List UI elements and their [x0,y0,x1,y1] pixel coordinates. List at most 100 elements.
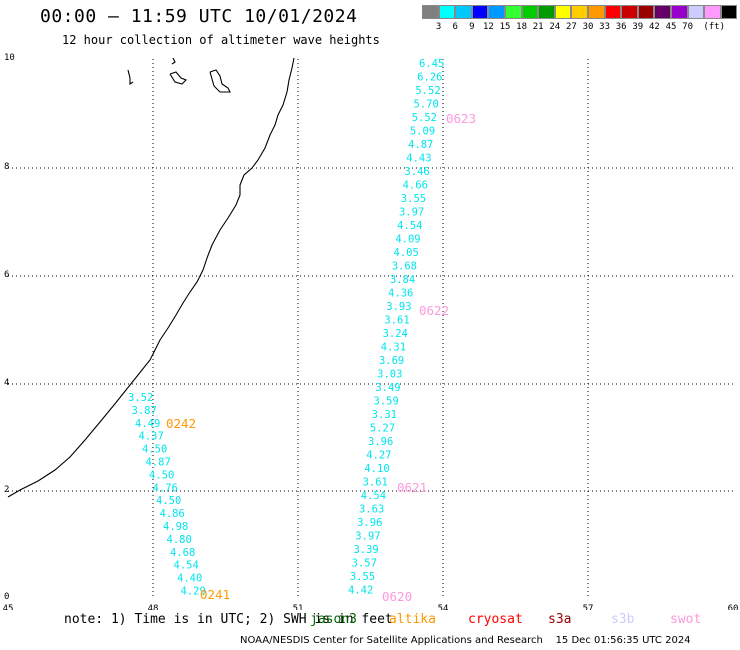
satellite-legend-item: swot [670,612,702,627]
swh-label: 5.70 [414,99,439,111]
swh-label: 3.57 [352,558,377,570]
lat-label: 6 [4,270,9,280]
swh-label: 6.45 [419,58,444,70]
swh-label: 3.55 [350,571,375,583]
swh-label: 3.93 [386,301,411,313]
pass-label: 0622 [419,303,449,318]
swh-label: 5.09 [410,126,435,138]
wave-height-colorbar [422,5,738,19]
lon-label: 54 [438,604,449,610]
colorbar-label: 9 [469,22,475,32]
colorbar-swatch [554,5,572,19]
swh-label: 3.97 [355,531,380,543]
swh-label: 4.86 [160,508,185,520]
swh-label: 3.39 [353,544,378,556]
colorbar-swatch [488,5,505,19]
pass-label: 0242 [166,416,196,431]
swh-label: 4.37 [139,431,164,443]
swh-label: 4.27 [366,450,391,462]
colorbar-swatch [455,5,472,19]
colorbar-label: 24 [549,22,561,32]
swh-label: 3.03 [377,369,402,381]
colorbar-label: 6 [452,22,458,32]
lat-label: 4 [4,378,9,388]
swh-label: 3.24 [383,328,408,340]
chart-subtitle: 12 hour collection of altimeter wave hei… [62,33,380,47]
swh-label: 3.46 [404,166,429,178]
swh-label: 4.09 [395,234,420,246]
colorbar-label: 18 [516,22,528,32]
swh-label: 4.50 [149,469,174,481]
colorbar-label: 45 [665,22,677,32]
colorbar-swatch [604,5,622,19]
lon-label: 45 [3,604,14,610]
swh-label: 4.50 [156,495,181,507]
swh-label: 4.42 [348,585,373,597]
colorbar-label: 36 [615,22,627,32]
map-gridlines [8,59,733,598]
lat-label: 8 [4,162,9,172]
swh-label: 4.54 [174,560,199,572]
swh-label: 4.66 [403,180,428,192]
swh-label: 3.68 [392,261,417,273]
colorbar-swatch [438,5,456,19]
colorbar-label: 12 [482,22,494,32]
colorbar-swatch [621,5,638,19]
lat-label: 10 [4,53,15,63]
colorbar-swatch [670,5,688,19]
swh-label: 3.87 [132,405,157,417]
swh-label: 5.27 [370,423,395,435]
swh-label: 4.54 [397,220,422,232]
colorbar-swatch [471,5,489,19]
colorbar-label: (ft) [703,22,726,32]
map-axis-labels: 10 8 6 4 2 0 45 48 51 54 57 60 [3,53,739,610]
swh-label: 3.63 [359,504,384,516]
lat-label: 0 [4,592,9,602]
colorbar-swatch [637,5,655,19]
lat-label: 2 [4,485,9,495]
colorbar-swatch [538,5,555,19]
swh-label: 4.05 [394,247,419,259]
colorbar-label: 27 [565,22,577,32]
swh-label: 4.87 [408,139,433,151]
swh-label: 3.61 [384,315,409,327]
satellite-legend-item: s3a [548,612,572,627]
colorbar-swatch [422,5,439,19]
colorbar-swatch [687,5,705,19]
swh-label: 3.31 [372,409,397,421]
swh-label: 3.84 [390,274,415,286]
swh-label: 4.29 [181,586,206,598]
swh-label: 5.52 [415,85,440,97]
colorbar-label: 21 [532,22,544,32]
swh-label: 3.97 [399,207,424,219]
swh-label: 3.96 [368,436,393,448]
colorbar-label: 33 [599,22,611,32]
swh-label: 3.69 [379,355,404,367]
colorbar-label: 70 [682,22,694,32]
swh-label: 3.61 [363,477,388,489]
lon-label: 60 [728,604,739,610]
swh-label: 6.26 [417,72,442,84]
swh-label: 4.76 [153,482,178,494]
colorbar-swatch [654,5,671,19]
swh-label: 3.55 [401,193,426,205]
swh-label: 4.98 [163,521,188,533]
coastline [7,57,295,498]
pass-label: 0241 [200,587,230,602]
swh-label: 4.54 [361,490,386,502]
satellite-legend-item: s3b [611,612,635,627]
satellite-legend-item: jason3 [310,612,357,627]
swh-label: 4.50 [142,444,167,456]
swh-label: 4.40 [177,573,202,585]
swh-label: 4.31 [381,342,406,354]
swh-label: 4.87 [146,457,171,469]
lon-label: 51 [293,604,304,610]
swh-label: 3.49 [375,382,400,394]
swh-label: 3.59 [374,396,399,408]
colorbar-label: 15 [499,22,511,32]
pass-label: 0620 [382,589,412,604]
swh-label: 5.52 [412,112,437,124]
colorbar-swatch [504,5,522,19]
swh-label: 3.96 [357,517,382,529]
pass-label: 0623 [446,111,476,126]
